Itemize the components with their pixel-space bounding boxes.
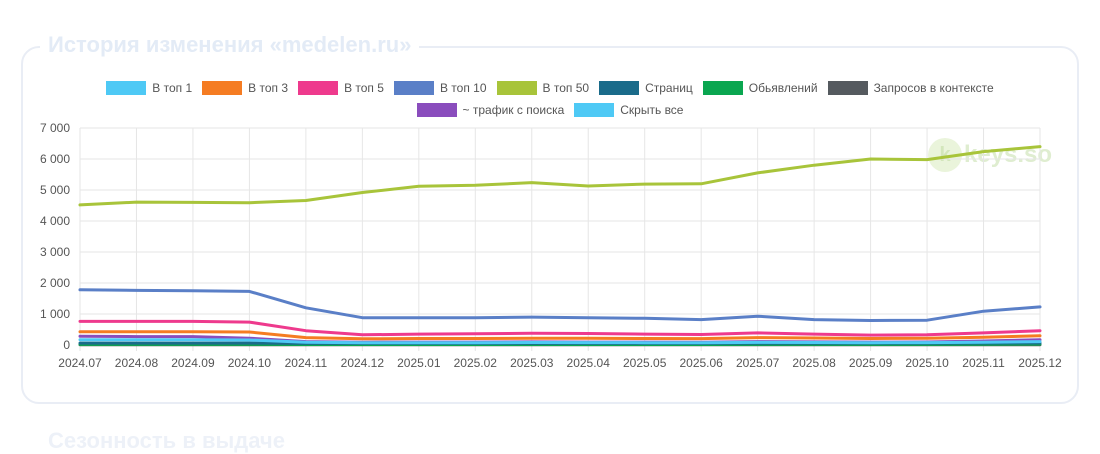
- y-tick-label: 2 000: [40, 276, 70, 290]
- y-tick-label: 5 000: [40, 183, 70, 197]
- x-tick-label: 2025.02: [454, 356, 498, 370]
- x-tick-label: 2025.04: [567, 356, 611, 370]
- x-tick-label: 2025.09: [849, 356, 893, 370]
- series-line: [80, 290, 1040, 321]
- x-tick-label: 2025.05: [623, 356, 667, 370]
- x-tick-label: 2025.10: [905, 356, 949, 370]
- x-tick-label: 2024.10: [228, 356, 272, 370]
- y-tick-label: 3 000: [40, 245, 70, 259]
- x-tick-label: 2024.11: [285, 356, 328, 370]
- y-tick-label: 6 000: [40, 152, 70, 166]
- x-tick-label: 2024.09: [171, 356, 215, 370]
- x-tick-label: 2025.03: [510, 356, 554, 370]
- x-tick-label: 2024.08: [115, 356, 159, 370]
- y-tick-label: 7 000: [40, 121, 70, 135]
- y-tick-label: 4 000: [40, 214, 70, 228]
- x-tick-label: 2025.08: [792, 356, 836, 370]
- y-tick-label: 0: [63, 338, 70, 352]
- x-tick-label: 2025.11: [962, 356, 1005, 370]
- x-tick-label: 2024.12: [341, 356, 385, 370]
- x-tick-label: 2025.07: [736, 356, 780, 370]
- x-tick-label: 2025.01: [397, 356, 441, 370]
- y-tick-label: 1 000: [40, 307, 70, 321]
- next-section-title: Сезонность в выдаче: [48, 428, 285, 454]
- series-line: [80, 147, 1040, 205]
- history-line-chart: 0 1 000 2 000 3 000 4 000 5 000 6 000 7 000 2024…: [0, 0, 1100, 440]
- x-tick-label: 2025.06: [679, 356, 723, 370]
- x-tick-label: 2024.07: [58, 356, 102, 370]
- x-tick-label: 2025.12: [1018, 356, 1062, 370]
